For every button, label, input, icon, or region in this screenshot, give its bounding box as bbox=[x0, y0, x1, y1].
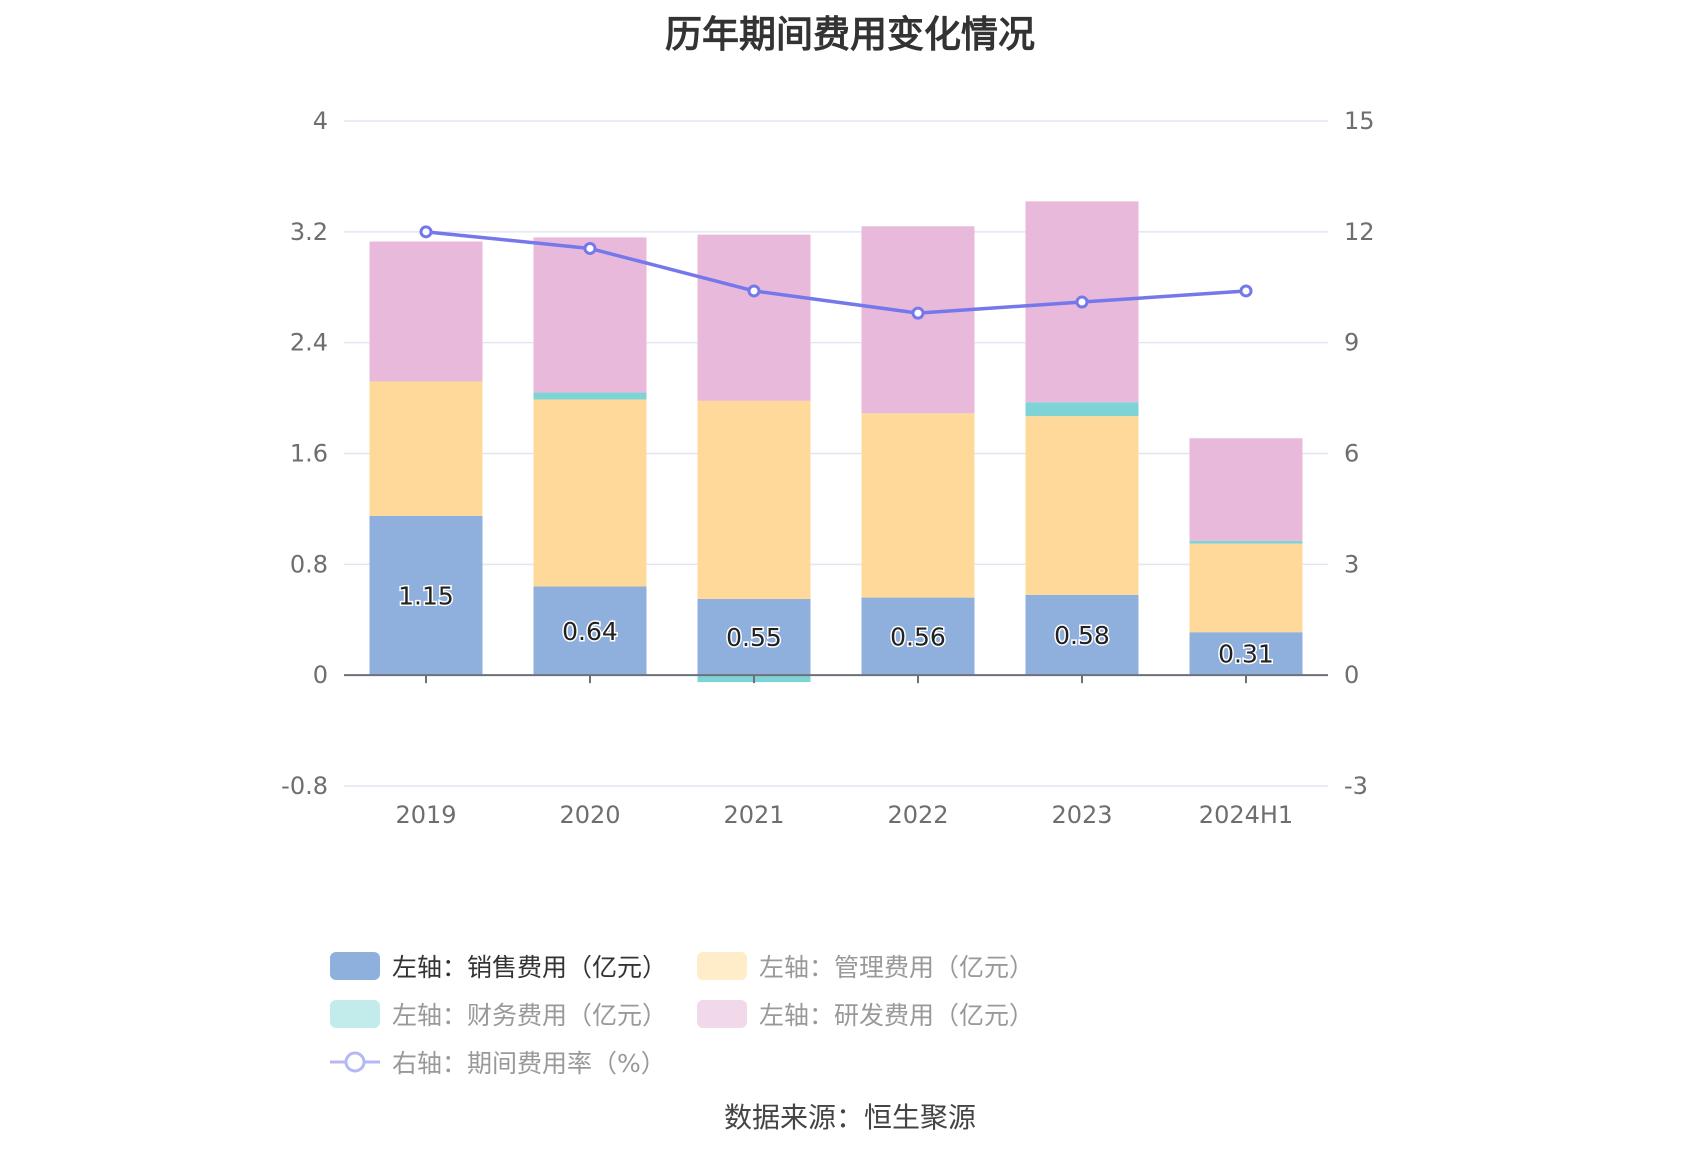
chart-canvas: -0.8 -3 0 0 0.8 3 1.6 6 2.4 9 3.2 12 4 15 2019 2020 2021… bbox=[281, 107, 1375, 829]
y-right-tick-label: 6 bbox=[1344, 440, 1359, 468]
bar-data-label: 0.31 bbox=[1218, 640, 1274, 669]
y-left-tick-label: -0.8 bbox=[281, 772, 328, 800]
bar-segment bbox=[697, 234, 811, 401]
y-left-tick-label: 0 bbox=[313, 661, 328, 689]
x-tick-label: 2021 bbox=[723, 801, 784, 829]
x-tick-label: 2023 bbox=[1051, 801, 1112, 829]
legend-label: 左轴：管理费用（亿元） bbox=[759, 953, 1035, 982]
x-tick-label: 2019 bbox=[395, 801, 456, 829]
legend-item[interactable]: 左轴：管理费用（亿元） bbox=[697, 948, 1034, 984]
y-left-tick-label: 1.6 bbox=[290, 440, 328, 468]
y-left-tick-label: 2.4 bbox=[290, 329, 328, 357]
legend-swatch bbox=[330, 1000, 380, 1028]
bar-segment bbox=[1025, 594, 1139, 676]
bar-data-label: 0.55 bbox=[726, 623, 782, 652]
bar-segment bbox=[369, 241, 483, 382]
bar-segment bbox=[1025, 416, 1139, 595]
bar-segment bbox=[1189, 540, 1303, 544]
y-left-tick-label: 4 bbox=[313, 107, 328, 135]
bar-data-label: 0.58 bbox=[1054, 621, 1110, 650]
x-tick-label: 2022 bbox=[887, 801, 948, 829]
legend-item[interactable]: 左轴：财务费用（亿元） bbox=[330, 996, 667, 1032]
y-right-tick-label: -3 bbox=[1344, 772, 1368, 800]
line-point bbox=[583, 241, 597, 255]
line-series bbox=[425, 230, 1247, 315]
x-tick-label: 2020 bbox=[559, 801, 620, 829]
bar-data-label: 0.56 bbox=[890, 622, 946, 651]
line-point bbox=[911, 306, 925, 320]
data-source: 数据来源：恒生聚源 bbox=[723, 1101, 976, 1134]
bar-segment bbox=[533, 237, 647, 393]
bar-segment bbox=[861, 413, 975, 598]
bar-segment bbox=[1025, 402, 1139, 417]
chart-title: 历年期间费用变化情况 bbox=[665, 13, 1035, 56]
line-point bbox=[419, 225, 433, 239]
y-right-tick-label: 0 bbox=[1344, 661, 1359, 689]
legend-label: 右轴：期间费用率（%） bbox=[392, 1049, 666, 1078]
legend-item[interactable]: 右轴：期间费用率（%） bbox=[330, 1044, 666, 1080]
legend-label: 左轴：财务费用（亿元） bbox=[392, 1001, 668, 1030]
legend-swatch bbox=[697, 1000, 748, 1028]
y-right-tick-label: 9 bbox=[1344, 329, 1359, 357]
bar-segment bbox=[369, 515, 483, 676]
y-right-tick-label: 12 bbox=[1344, 218, 1375, 246]
bar-segment bbox=[533, 399, 647, 587]
bar-segment bbox=[1189, 632, 1303, 676]
legend-item[interactable]: 左轴：研发费用（亿元） bbox=[697, 996, 1034, 1032]
bar-segment bbox=[1189, 543, 1303, 633]
bar-data-label: 1.15 bbox=[398, 582, 454, 611]
bar-segment bbox=[369, 381, 483, 516]
line-point bbox=[1075, 295, 1089, 309]
bar-segment bbox=[1189, 438, 1303, 541]
line-point bbox=[1239, 284, 1253, 298]
bar-segment bbox=[697, 598, 811, 676]
y-right-tick-label: 3 bbox=[1344, 550, 1359, 578]
bar-segment bbox=[533, 392, 647, 400]
y-left-tick-label: 3.2 bbox=[290, 218, 328, 246]
bar-segment bbox=[861, 226, 975, 414]
bar-segment bbox=[697, 400, 811, 599]
legend-line-icon bbox=[330, 1051, 380, 1073]
legend-label: 左轴：研发费用（亿元） bbox=[759, 1001, 1035, 1030]
legend-label: 左轴：销售费用（亿元） bbox=[392, 953, 668, 982]
y-left-tick-label: 0.8 bbox=[290, 550, 328, 578]
bar-data-label: 0.64 bbox=[562, 617, 618, 646]
line-point bbox=[747, 284, 761, 298]
y-right-tick-label: 15 bbox=[1344, 107, 1375, 135]
chart-legend: 左轴：销售费用（亿元） 左轴：管理费用（亿元） 左轴：财务费用（亿元） 左轴：研发费用… bbox=[330, 948, 1410, 1080]
legend-item[interactable]: 左轴：销售费用（亿元） bbox=[330, 948, 667, 984]
bar-segment bbox=[861, 597, 975, 676]
legend-swatch bbox=[697, 952, 748, 980]
legend-swatch bbox=[330, 952, 380, 980]
bar-segment bbox=[533, 586, 647, 676]
x-tick-label: 2024H1 bbox=[1199, 801, 1293, 829]
